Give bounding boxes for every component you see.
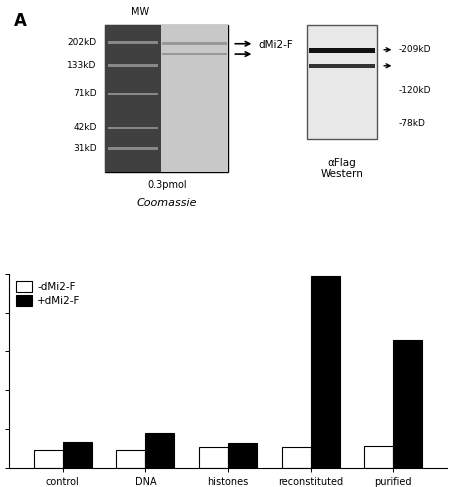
- Text: Coomassie: Coomassie: [136, 198, 197, 208]
- Bar: [228, 443, 256, 468]
- Text: -120kD: -120kD: [398, 87, 430, 95]
- Bar: [107, 93, 158, 95]
- Text: -78kD: -78kD: [398, 118, 425, 128]
- Text: 42kD: 42kD: [73, 124, 96, 132]
- Bar: [116, 450, 145, 468]
- Bar: [105, 24, 160, 172]
- Text: 31kD: 31kD: [73, 144, 96, 153]
- Bar: [308, 64, 374, 68]
- Text: -209kD: -209kD: [398, 45, 430, 54]
- Bar: [392, 340, 421, 468]
- Bar: [107, 147, 158, 150]
- Bar: [308, 48, 374, 53]
- Bar: [162, 42, 226, 45]
- Text: 71kD: 71kD: [73, 90, 96, 98]
- Bar: [199, 447, 228, 468]
- Bar: [162, 53, 226, 56]
- Text: A: A: [14, 12, 26, 30]
- Bar: [306, 24, 376, 139]
- Text: MW: MW: [131, 7, 148, 17]
- Bar: [34, 450, 63, 468]
- Bar: [107, 127, 158, 130]
- Bar: [160, 24, 228, 172]
- Bar: [63, 442, 91, 468]
- Text: 0.3pmol: 0.3pmol: [147, 180, 186, 190]
- Text: 202kD: 202kD: [67, 38, 96, 47]
- Bar: [281, 447, 310, 468]
- Bar: [145, 433, 174, 468]
- Bar: [107, 64, 158, 67]
- Legend: -dMi2-F, +dMi2-F: -dMi2-F, +dMi2-F: [14, 279, 82, 308]
- Text: dMi2-F: dMi2-F: [258, 40, 293, 50]
- Bar: [364, 446, 392, 468]
- Text: αFlag
Western: αFlag Western: [320, 158, 363, 179]
- Bar: [105, 24, 228, 172]
- Text: 133kD: 133kD: [67, 61, 96, 71]
- Bar: [310, 276, 339, 468]
- Bar: [107, 41, 158, 44]
